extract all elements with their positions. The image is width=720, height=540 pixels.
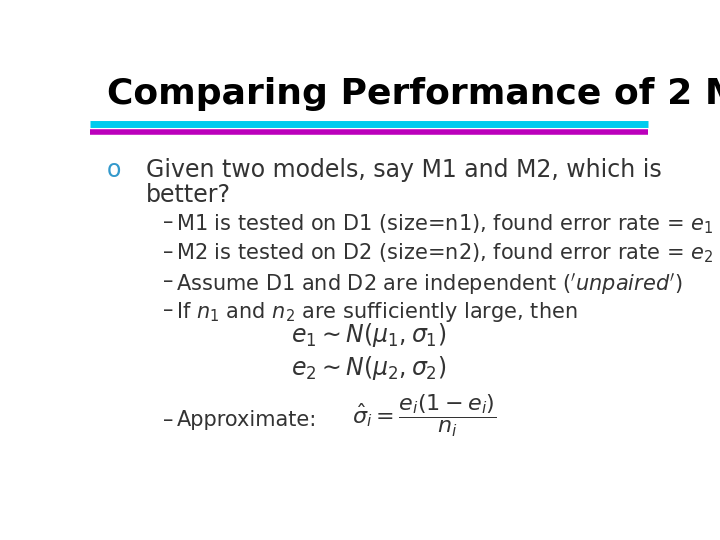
Text: M2 is tested on D2 (size=n2), found error rate = $e_2$: M2 is tested on D2 (size=n2), found erro… — [176, 241, 714, 265]
Text: $\hat{\sigma}_i = \dfrac{e_i(1-e_i)}{n_i}$: $\hat{\sigma}_i = \dfrac{e_i(1-e_i)}{n_i… — [353, 393, 497, 440]
Text: Assume D1 and D2 are independent ($'\mathit{unpaired}'$): Assume D1 and D2 are independent ($'\mat… — [176, 271, 683, 296]
Text: –: – — [163, 410, 173, 430]
Text: o: o — [107, 158, 121, 183]
Text: –: – — [163, 271, 173, 291]
Text: $e_1 \sim N(\mu_1,\sigma_1)$: $e_1 \sim N(\mu_1,\sigma_1)$ — [292, 321, 446, 348]
Text: –: – — [163, 241, 173, 261]
Text: Approximate:: Approximate: — [176, 410, 317, 430]
Text: If $n_1$ and $n_2$ are sufficiently large, then: If $n_1$ and $n_2$ are sufficiently larg… — [176, 300, 578, 323]
Text: M1 is tested on D1 (size=n1), found error rate = $e_1$: M1 is tested on D1 (size=n1), found erro… — [176, 212, 714, 236]
Text: $e_2 \sim N(\mu_2,\sigma_2)$: $e_2 \sim N(\mu_2,\sigma_2)$ — [292, 354, 446, 382]
Text: Given two models, say M1 and M2, which is: Given two models, say M1 and M2, which i… — [145, 158, 662, 183]
Text: –: – — [163, 212, 173, 232]
Text: –: – — [163, 300, 173, 320]
Text: Comparing Performance of 2 Models: Comparing Performance of 2 Models — [107, 77, 720, 111]
Text: better?: better? — [145, 183, 231, 207]
